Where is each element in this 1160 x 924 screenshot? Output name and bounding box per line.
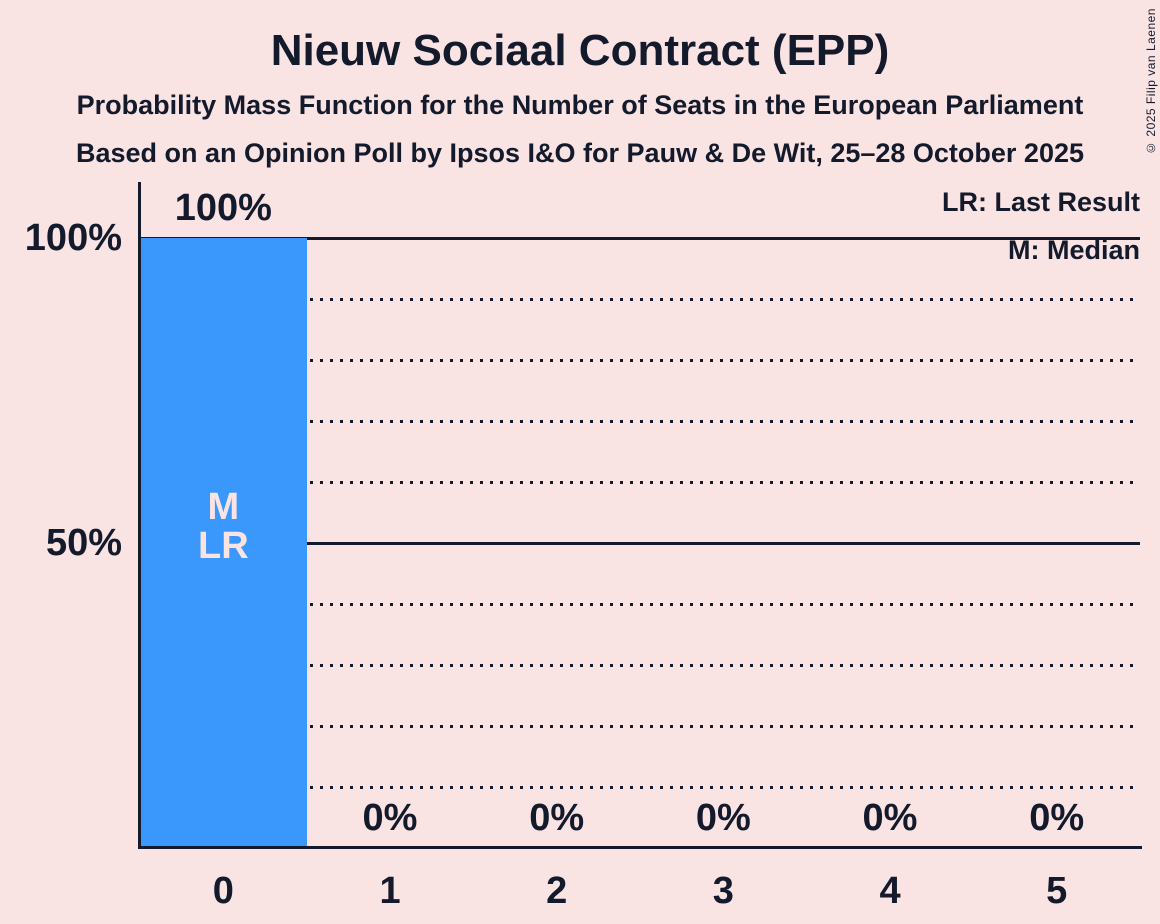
gridline-10pct <box>140 786 1140 789</box>
chart-subtitle-1: Probability Mass Function for the Number… <box>76 90 1084 120</box>
x-tick-label-3: 3 <box>712 870 734 912</box>
gridline-30pct <box>140 664 1140 667</box>
bar-slot-4: 0% <box>807 238 974 848</box>
x-tick-label-5: 5 <box>1046 870 1068 912</box>
gridline-60pct <box>140 481 1140 484</box>
bar-slot-3: 0% <box>640 238 807 848</box>
legend-median: M: Median <box>1008 235 1140 265</box>
gridline-80pct <box>140 359 1140 362</box>
bar-value-label-4: 0% <box>862 797 918 839</box>
legend-last-result: LR: Last Result <box>941 187 1140 217</box>
bar-slot-5: 0% <box>973 238 1140 848</box>
gridline-90pct <box>140 298 1140 301</box>
bar-value-label-3: 0% <box>695 797 751 839</box>
bar-value-label-1: 0% <box>362 797 418 839</box>
x-tick-label-1: 1 <box>379 870 401 912</box>
gridline-50pct <box>140 542 1140 545</box>
y-axis-label-50: 50% <box>45 522 122 564</box>
bar-slot-1: 0% <box>307 238 474 848</box>
bar-slot-2: 0% <box>473 238 640 848</box>
bar-annotation-median-lastresult: M LR <box>140 488 307 566</box>
y-axis-label-100: 100% <box>24 217 122 259</box>
copyright-notice: © 2025 Filip van Laenen <box>1144 8 1158 155</box>
chart-title: Nieuw Sociaal Contract (EPP) <box>270 26 890 75</box>
last-result-marker: LR <box>198 525 249 567</box>
x-tick-label-2: 2 <box>546 870 568 912</box>
bar-value-label-2: 0% <box>529 797 585 839</box>
bar-value-label-0: 100% <box>174 187 272 229</box>
y-axis-line <box>138 182 141 849</box>
bar-slot-0: 100% M LR <box>140 187 307 848</box>
chart-subtitle-2: Based on an Opinion Poll by Ipsos I&O fo… <box>76 138 1084 168</box>
gridline-40pct <box>140 603 1140 606</box>
gridline-100pct <box>140 237 1140 240</box>
x-axis-tick-labels: 0 1 2 3 4 5 <box>140 868 1140 914</box>
gridline-20pct <box>140 725 1140 728</box>
x-axis-line <box>138 846 1142 849</box>
bar-seats-0 <box>140 238 307 848</box>
median-marker: M <box>207 486 240 528</box>
x-tick-label-4: 4 <box>879 870 901 912</box>
gridline-70pct <box>140 420 1140 423</box>
x-tick-label-0: 0 <box>212 870 234 912</box>
bar-value-label-5: 0% <box>1029 797 1085 839</box>
plot-area: 100% M LR 0% 0% 0% 0% 0% <box>140 187 1140 848</box>
